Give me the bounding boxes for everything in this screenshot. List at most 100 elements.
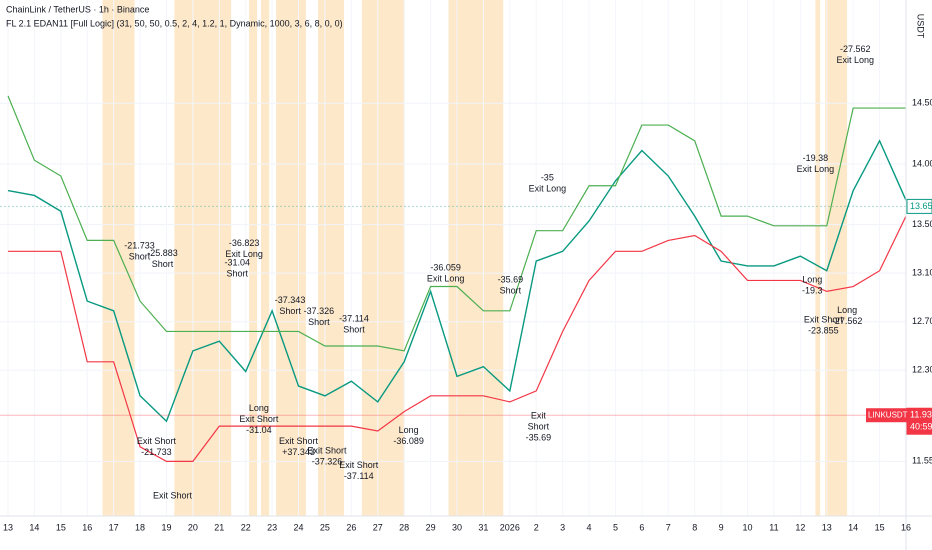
trade-annotation: -27.562 Exit Long <box>837 44 875 65</box>
session-shade <box>815 0 821 516</box>
trade-annotation: Exit Short +37.343 <box>279 436 319 457</box>
annotation-line: Exit <box>531 411 547 421</box>
session-shade <box>174 0 232 516</box>
trade-annotation: -19.38 Exit Long <box>797 153 835 174</box>
annotation-line: Exit Short <box>308 446 348 456</box>
x-tick-label: 14 <box>29 522 39 532</box>
annotation-line: -36.059 <box>430 263 461 273</box>
x-tick-label: 10 <box>743 522 753 532</box>
price-label: 11.93 <box>910 410 932 420</box>
y-tick-label: 14.50 <box>912 98 932 108</box>
session-shade <box>276 0 306 516</box>
series-line <box>8 215 907 462</box>
y-tick-label: 12.30 <box>912 365 932 375</box>
annotation-line: -35.69 <box>498 275 524 285</box>
x-tick-label: 16 <box>82 522 92 532</box>
x-tick-label: 23 <box>267 522 277 532</box>
x-tick-label: 13 <box>822 522 832 532</box>
annotation-line: Short <box>528 422 550 432</box>
trade-annotation: -37.343 Short <box>275 295 306 316</box>
x-tick-label: 15 <box>875 522 885 532</box>
x-tick-label: 28 <box>399 522 409 532</box>
annotation-line: Exit Long <box>529 184 567 194</box>
trade-annotation: -25.883 Short <box>147 248 178 269</box>
annotation-line: -37.114 <box>344 472 374 482</box>
line-layer <box>0 95 907 462</box>
session-shade <box>825 0 848 516</box>
annotation-line: Long <box>802 275 822 285</box>
x-tick-label: 2026 <box>500 522 520 532</box>
x-tick-label: 22 <box>241 522 251 532</box>
x-tick-label: 21 <box>214 522 224 532</box>
symbol-label: LINKUSDT <box>868 410 908 419</box>
countdown-label: 40:59 <box>910 422 932 432</box>
x-tick-label: 13 <box>3 522 13 532</box>
annotation-line: Exit Short <box>137 436 177 446</box>
annotation-line: Exit Long <box>837 55 875 65</box>
x-tick-label: 20 <box>188 522 198 532</box>
trade-annotation: -35.69 Short <box>498 275 524 296</box>
trade-annotation: Long -19.3 <box>802 275 823 296</box>
session-shade <box>261 0 270 516</box>
chart-title: ChainLink / TetherUS · 1h · Binance <box>6 4 149 14</box>
annotation-line: -27.562 <box>832 316 863 326</box>
trade-annotation: -36.059 Exit Long <box>427 263 465 284</box>
trade-annotation: -37.114 Short <box>339 314 369 335</box>
session-shade <box>102 0 135 516</box>
x-tick-label: 16 <box>901 522 911 532</box>
annotation-line: Short <box>308 317 330 327</box>
series-line <box>7 139 907 423</box>
y-tick-label: 14.00 <box>912 158 932 168</box>
x-tick-label: 3 <box>560 522 565 532</box>
annotation-line: -36.823 <box>229 238 260 248</box>
trade-annotation: Exit Short <box>153 491 193 501</box>
annotation-line: Long <box>399 425 419 435</box>
trade-annotation: -36.823 Exit Long <box>225 238 263 259</box>
annotation-line: Exit Long <box>427 274 465 284</box>
annotation-line: -37.343 <box>275 295 306 305</box>
annotation-line: Long <box>249 404 269 414</box>
x-tick-label: 7 <box>666 522 671 532</box>
y-tick-label: 13.10 <box>912 268 932 278</box>
annotation-line: Exit Short <box>279 436 319 446</box>
trade-annotation: -35 Exit Long <box>529 173 567 194</box>
session-shade <box>448 0 504 516</box>
trade-annotation: Exit Short -23.855 <box>804 315 844 336</box>
trade-annotation: Long -36.089 <box>393 425 424 446</box>
x-tick-label: 11 <box>769 522 778 532</box>
x-tick-label: 9 <box>719 522 724 532</box>
annotation-line: Exit Long <box>797 164 835 174</box>
x-tick-label: 27 <box>373 522 383 532</box>
annotation-line: -35 <box>541 173 554 183</box>
x-tick-label: 25 <box>320 522 330 532</box>
annotation-line: -23.855 <box>808 326 839 336</box>
indicator-label: FL 2.1 EDAN11 [Full Logic] (31, 50, 50, … <box>6 18 343 28</box>
annotation-line: -19.3 <box>802 286 823 296</box>
annotation-line: Exit Short <box>153 491 193 501</box>
x-tick-label: 12 <box>795 522 805 532</box>
annotation-line: -19.38 <box>803 153 829 163</box>
x-tick-label: 4 <box>587 522 592 532</box>
trade-annotation: -37.326 Short <box>304 306 335 327</box>
trade-annotation: Exit Short -21.733 <box>137 436 177 457</box>
annotation-line: -35.69 <box>526 433 552 443</box>
x-tick-label: 31 <box>478 522 488 532</box>
x-tick-label: 29 <box>426 522 436 532</box>
trade-annotation: -31.04 Short <box>224 258 250 279</box>
x-tick-label: 24 <box>294 522 304 532</box>
x-tick-label: 5 <box>613 522 618 532</box>
shade-layer <box>102 0 848 516</box>
y-tick-label: 12.70 <box>912 316 932 326</box>
annotation-line: Long <box>837 305 857 315</box>
annotation-line: Short <box>343 325 365 335</box>
x-tick-label: 14 <box>848 522 858 532</box>
session-shade <box>249 0 258 516</box>
annotation-line: -31.04 <box>246 426 272 436</box>
annotation-line: -25.883 <box>147 248 178 258</box>
annotation-line: -37.326 <box>312 457 343 467</box>
annotation-line: Short <box>152 259 174 269</box>
y-tick-label: 13.50 <box>912 219 932 229</box>
x-tick-label: 15 <box>56 522 66 532</box>
symbol-box <box>866 408 907 423</box>
